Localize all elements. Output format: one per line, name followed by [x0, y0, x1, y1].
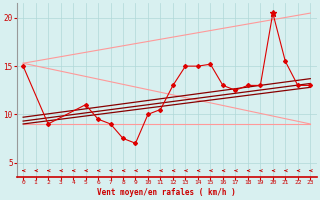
X-axis label: Vent moyen/en rafales ( km/h ): Vent moyen/en rafales ( km/h ) [97, 188, 236, 197]
